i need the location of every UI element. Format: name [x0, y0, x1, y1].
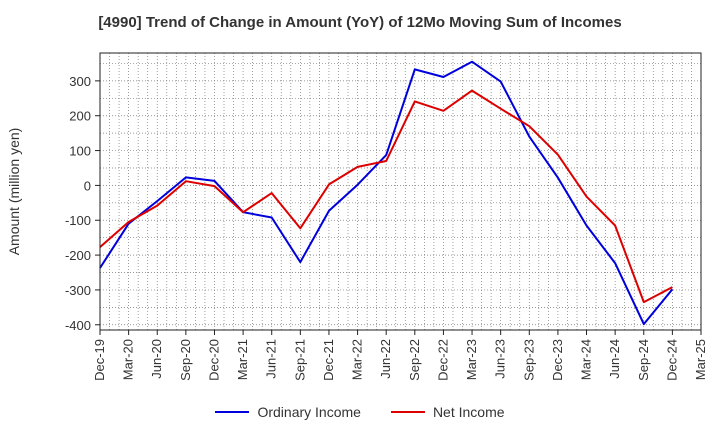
x-tick-label: Jun-22 — [378, 339, 393, 379]
x-tick-label: Sep-22 — [407, 339, 422, 381]
x-tick-label: Dec-21 — [321, 339, 336, 381]
x-tick-label: Mar-24 — [579, 339, 594, 380]
x-tick-label: Dec-22 — [435, 339, 450, 381]
legend-label-net-income: Net Income — [432, 404, 505, 420]
x-tick-label: Mar-21 — [235, 339, 250, 380]
legend: Ordinary Income Net Income — [0, 404, 720, 420]
x-tick-label: Mar-25 — [693, 339, 708, 380]
y-axis-ticks: -400 -300 -200 -100 0 100 200 300 — [65, 74, 100, 333]
series-line-ordinary-income — [99, 60, 674, 326]
x-tick-label: Mar-22 — [350, 339, 365, 380]
chart-title: [4990] Trend of Change in Amount (YoY) o… — [98, 14, 622, 31]
x-tick-label: Sep-23 — [521, 339, 536, 381]
x-tick-label: Mar-23 — [464, 339, 479, 380]
series-lines — [99, 60, 674, 326]
y-tick-label: 300 — [69, 74, 91, 89]
y-tick-label: -400 — [65, 318, 91, 333]
x-tick-label: Dec-24 — [664, 339, 679, 381]
x-axis-ticks: Dec-19 Mar-20 Jun-20 Sep-20 Dec-20 Mar-21 Jun-… — [92, 330, 708, 381]
legend-item-net-income: Net Income — [390, 404, 505, 420]
x-tick-label: Jun-23 — [493, 339, 508, 379]
grid-lines — [100, 53, 701, 330]
legend-swatch-ordinary-income — [215, 411, 250, 413]
y-tick-label: 0 — [84, 178, 91, 193]
x-tick-label: Sep-20 — [178, 339, 193, 381]
y-tick-label: -200 — [65, 248, 91, 263]
x-tick-label: Dec-19 — [92, 339, 107, 381]
x-tick-label: Sep-21 — [292, 339, 307, 381]
x-tick-label: Jun-20 — [149, 339, 164, 379]
y-tick-label: 100 — [69, 144, 91, 159]
legend-item-ordinary-income: Ordinary Income — [215, 404, 361, 420]
legend-label-ordinary-income: Ordinary Income — [257, 404, 361, 420]
x-tick-label: Dec-20 — [206, 339, 221, 381]
x-tick-label: Sep-24 — [636, 339, 651, 381]
series-line-net-income — [99, 89, 673, 304]
x-tick-label: Jun-24 — [607, 339, 622, 379]
y-tick-label: -100 — [65, 213, 91, 228]
x-tick-label: Dec-23 — [550, 339, 565, 381]
y-tick-label: -300 — [65, 283, 91, 298]
x-tick-label: Mar-20 — [121, 339, 136, 380]
y-tick-label: 200 — [69, 109, 91, 124]
legend-swatch-net-income — [390, 411, 425, 413]
plot-frame — [99, 52, 702, 331]
x-tick-label: Jun-21 — [264, 339, 279, 379]
y-axis-label: Amount (million yen) — [6, 128, 22, 256]
